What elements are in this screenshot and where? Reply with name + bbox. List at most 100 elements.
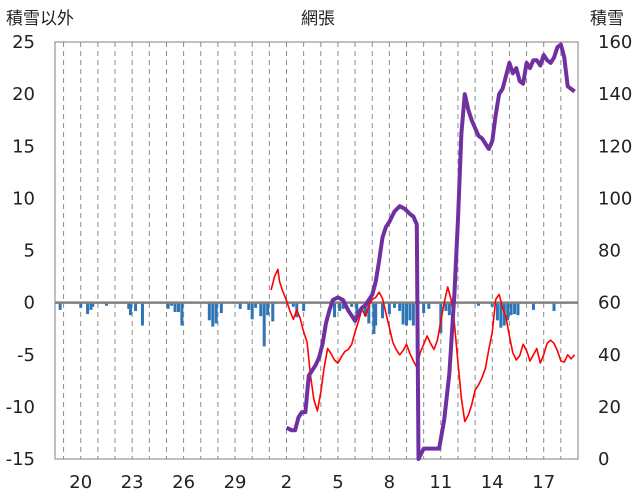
right-tick-label: 140 xyxy=(598,84,632,105)
precip-bar xyxy=(495,302,499,321)
precip-bar xyxy=(372,302,376,334)
precip-bar xyxy=(333,302,337,318)
precip-bar xyxy=(490,302,494,307)
right-tick-label: 40 xyxy=(598,345,621,366)
precip-bar xyxy=(374,302,378,326)
precip-bar xyxy=(140,302,144,326)
precip-bar xyxy=(387,302,391,315)
right-tick-label: 60 xyxy=(598,293,621,314)
precip-bar xyxy=(513,302,517,315)
precip-bar xyxy=(408,302,412,321)
precip-bar xyxy=(552,302,556,311)
right-tick-label: 20 xyxy=(598,397,621,418)
x-axis-ticks: 20 23 26 29 2 5 8 11 14 17 xyxy=(69,472,555,493)
left-axis-title: 積雪以外 xyxy=(6,9,74,29)
x-tick-label: 23 xyxy=(121,472,144,493)
precip-bar xyxy=(127,302,131,309)
right-tick-label: 160 xyxy=(598,32,632,53)
precip-bar xyxy=(291,302,295,307)
precip-bar xyxy=(271,302,275,322)
precip-bar xyxy=(506,302,510,321)
precipitation-bars xyxy=(58,302,556,347)
left-tick-label: -5 xyxy=(17,345,35,366)
x-tick-label: 11 xyxy=(429,472,452,493)
precip-bar xyxy=(176,302,180,313)
left-tick-label: 10 xyxy=(12,188,35,209)
precip-bar xyxy=(86,302,90,315)
precip-bar xyxy=(250,302,254,320)
precip-bar xyxy=(338,302,342,311)
precip-bar xyxy=(302,302,306,311)
precip-bar xyxy=(219,302,223,314)
x-tick-label: 17 xyxy=(532,472,555,493)
precip-bar xyxy=(214,302,218,324)
precip-bar xyxy=(422,302,426,314)
series-lines xyxy=(270,42,576,461)
left-axis-ticks: 25 20 15 10 5 0 -5 -10 -15 xyxy=(6,32,35,470)
temperature-line xyxy=(270,268,576,423)
precip-bar xyxy=(398,302,402,311)
precip-bar xyxy=(79,302,83,308)
precip-bar xyxy=(405,302,409,326)
precip-bar xyxy=(104,302,108,306)
precip-bar xyxy=(89,302,93,310)
precip-bar xyxy=(262,302,266,347)
right-tick-label: 80 xyxy=(598,241,621,262)
precip-bar xyxy=(207,302,211,321)
precip-bar xyxy=(509,302,513,316)
right-tick-label: 0 xyxy=(598,449,609,470)
x-tick-label: 5 xyxy=(332,472,343,493)
precip-bar xyxy=(367,302,371,324)
left-tick-label: 0 xyxy=(24,293,35,314)
x-tick-label: 29 xyxy=(224,472,247,493)
precip-bar xyxy=(259,302,263,317)
right-tick-label: 120 xyxy=(598,136,632,157)
precip-bar xyxy=(266,302,270,316)
precip-bar xyxy=(341,302,345,309)
precip-bar xyxy=(447,302,451,316)
right-axis-title: 積雪 xyxy=(590,9,624,29)
precip-bar xyxy=(247,302,251,310)
snow-depth-line xyxy=(285,42,576,461)
x-tick-label: 8 xyxy=(384,472,395,493)
precip-bar xyxy=(350,302,354,307)
left-tick-label: 20 xyxy=(12,84,35,105)
precip-bar xyxy=(477,302,481,306)
precip-bar xyxy=(91,302,95,307)
precip-bar xyxy=(180,302,184,326)
chart-title: 網張 xyxy=(301,9,335,29)
left-tick-label: 25 xyxy=(12,32,35,53)
precip-bar xyxy=(134,302,138,311)
precip-bar xyxy=(531,302,535,310)
precip-bar xyxy=(401,302,405,325)
precip-bar xyxy=(254,302,258,308)
precip-bar xyxy=(427,302,431,309)
left-tick-label: 5 xyxy=(24,241,35,262)
x-tick-label: 20 xyxy=(69,472,92,493)
precip-bar xyxy=(170,302,174,306)
x-tick-label: 26 xyxy=(172,472,195,493)
precip-bar xyxy=(128,302,132,316)
left-tick-label: 15 xyxy=(12,136,35,157)
precip-bar xyxy=(499,302,503,328)
precip-bar xyxy=(411,302,415,326)
precip-bar xyxy=(381,302,385,319)
precip-bar xyxy=(58,302,62,310)
precip-bar xyxy=(516,302,520,316)
plot-area-frame xyxy=(54,41,579,460)
left-tick-label: -15 xyxy=(6,449,35,470)
precip-bar xyxy=(393,302,397,308)
precip-bar xyxy=(238,302,242,309)
left-tick-label: -10 xyxy=(6,397,35,418)
precip-bar xyxy=(355,302,359,314)
x-tick-label: 14 xyxy=(481,472,504,493)
precip-bar xyxy=(211,302,215,327)
right-axis-ticks: 160 140 120 100 80 60 40 20 0 xyxy=(598,32,632,470)
precip-bar xyxy=(173,302,177,313)
precip-bar xyxy=(444,302,448,311)
right-tick-label: 100 xyxy=(598,188,632,209)
x-tick-label: 2 xyxy=(281,472,292,493)
precip-bar xyxy=(363,302,367,317)
precip-bar xyxy=(166,302,170,309)
